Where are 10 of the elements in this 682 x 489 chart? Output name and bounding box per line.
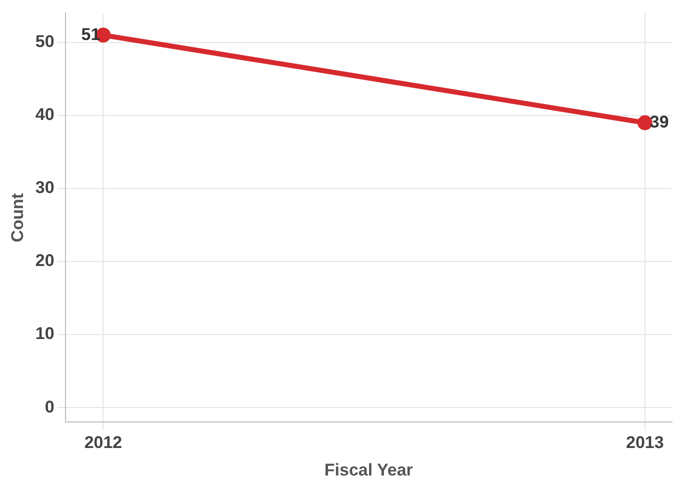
y-tick-label: 50 [35,32,54,52]
y-axis-title: Count [8,192,27,242]
y-tick-label: 20 [35,251,54,270]
y-tick-label: 30 [35,178,54,198]
x-tick-label: 2013 [626,433,664,452]
x-axis-title: Fiscal Year [324,460,414,480]
y-tick-label: 10 [35,324,54,344]
y-tick-label: 40 [35,105,54,124]
y-tick-label: 0 [44,397,54,416]
x-tick-label: 2012 [84,433,122,452]
